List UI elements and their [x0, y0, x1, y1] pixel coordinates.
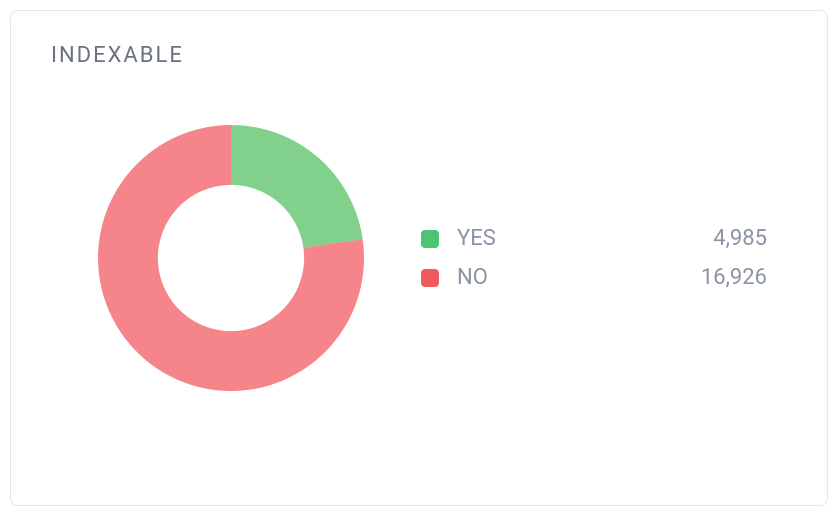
legend-value-yes: 4,985 [713, 226, 767, 251]
legend-label-yes: YES [457, 226, 496, 251]
donut-slice-yes [231, 125, 363, 248]
legend: YES 4,985 NO 16,926 [421, 226, 787, 290]
indexable-card: INDEXABLE YES 4,985 NO 16,926 [10, 10, 828, 506]
donut-chart [91, 118, 371, 398]
legend-label-no: NO [457, 265, 488, 290]
chart-row: YES 4,985 NO 16,926 [51, 88, 787, 398]
legend-item-no: NO 16,926 [421, 265, 767, 290]
legend-item-yes: YES 4,985 [421, 226, 767, 251]
donut-svg [91, 118, 371, 398]
card-title: INDEXABLE [51, 43, 787, 68]
legend-value-no: 16,926 [701, 265, 767, 290]
legend-swatch-yes [421, 230, 439, 248]
legend-swatch-no [421, 269, 439, 287]
